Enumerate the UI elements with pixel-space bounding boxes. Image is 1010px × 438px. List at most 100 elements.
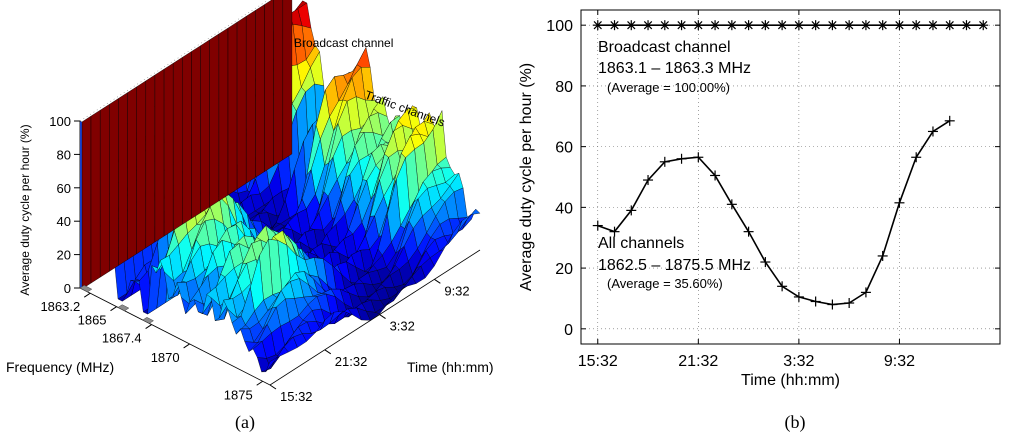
data-point <box>793 20 804 31</box>
y-axis-label: Average duty cycle per hour (%) <box>518 63 535 291</box>
y-tick-label: 20 <box>555 261 573 278</box>
data-point <box>693 152 704 163</box>
x-tick-label: 15:32 <box>578 353 618 370</box>
freq-tick-label: 1875 <box>224 387 253 402</box>
time-tick <box>434 278 441 284</box>
time-tick-label: 15:32 <box>280 389 313 404</box>
x-tick-label: 21:32 <box>678 353 718 370</box>
broadcast-wall-panel <box>218 27 229 202</box>
data-point <box>844 298 855 309</box>
data-point <box>810 20 821 31</box>
z-tick-label: 100 <box>49 114 71 129</box>
data-point <box>827 299 838 310</box>
freq-axis-label: Frequency (MHz) <box>6 359 114 375</box>
y-tick-label: 0 <box>564 322 573 339</box>
data-point <box>860 287 871 298</box>
data-point <box>844 20 855 31</box>
broadcast-wall-panel <box>172 57 183 231</box>
data-point <box>911 20 922 31</box>
broadcast-wall-panel <box>282 0 293 161</box>
data-point <box>760 257 771 268</box>
data-point <box>978 20 989 31</box>
data-point <box>609 226 620 237</box>
broadcast-wall-panel <box>209 33 220 208</box>
time-tick-label: 9:32 <box>444 283 469 298</box>
freq-tick <box>83 292 91 298</box>
broadcast-wall-panel <box>273 0 283 167</box>
annotation-broadcast: Broadcast channel <box>294 36 393 50</box>
series-line <box>597 120 951 306</box>
time-tick <box>269 384 277 390</box>
data-point <box>777 281 788 292</box>
data-point <box>860 20 871 31</box>
annotation-text: 1863.1 – 1863.3 MHz <box>598 60 751 77</box>
y-tick-label: 40 <box>555 200 573 217</box>
annotation-text: 1862.5 – 1875.5 MHz <box>598 257 751 274</box>
data-point <box>676 153 687 164</box>
data-point <box>643 20 654 31</box>
broadcast-wall-panel <box>182 51 192 225</box>
annotation-text: Broadcast channel <box>598 39 731 56</box>
caption-a: (a) <box>235 412 255 433</box>
data-point <box>693 20 704 31</box>
x-axis-label: Time (hh:mm) <box>741 372 840 389</box>
data-point <box>592 220 603 231</box>
data-point <box>877 250 888 261</box>
freq-axis-line <box>79 287 271 386</box>
data-point <box>961 20 972 31</box>
broadcast-wall-panel <box>90 109 101 284</box>
data-point <box>911 152 922 163</box>
broadcast-wall-panel <box>236 15 247 190</box>
z-tick-label: 80 <box>57 147 71 162</box>
data-point <box>760 20 771 31</box>
data-point <box>793 291 804 302</box>
broadcast-wall-panel <box>145 74 156 249</box>
time-tick-label: 3:32 <box>390 319 415 334</box>
freq-tick-label: 1867.4 <box>102 331 142 346</box>
data-point <box>710 20 721 31</box>
plot-frame-b <box>580 9 1001 345</box>
broadcast-wall-panel <box>136 80 147 255</box>
line-chart-b: 0 20 40 60 80 100 15:32 21:32 3:32 9:32 Time (hh:m… <box>518 9 1001 433</box>
data-point <box>927 20 938 31</box>
broadcast-wall-panel <box>264 0 274 172</box>
data-point <box>927 126 938 137</box>
x-tick-label: 9:32 <box>884 353 915 370</box>
data-point <box>777 20 788 31</box>
broadcast-wall-panel <box>191 45 201 219</box>
broadcast-wall-panel <box>245 10 256 184</box>
broadcast-wall-edge <box>79 120 83 290</box>
z-axis-label: Average duty cycle per hour (%) <box>18 124 32 295</box>
freq-tick <box>256 380 263 386</box>
y-tick-label: 60 <box>555 140 573 157</box>
annotation-text: (Average = 35.60%) <box>607 276 723 291</box>
data-point <box>643 175 654 186</box>
z-gridline <box>79 0 269 122</box>
broadcast-wall-panel <box>127 86 137 260</box>
broadcast-channel-wall <box>81 0 293 290</box>
data-point <box>626 205 637 216</box>
time-tick-label: 21:32 <box>335 354 368 369</box>
surface-patch <box>265 356 280 372</box>
data-point <box>626 20 637 31</box>
time-tick <box>324 349 332 355</box>
gap-band <box>117 304 130 312</box>
annotation-text: (Average = 100.00%) <box>607 80 730 95</box>
data-point <box>676 20 687 31</box>
z-tick-label: 0 <box>64 281 71 296</box>
broadcast-wall-panel <box>81 115 92 290</box>
time-axis-label: Time (hh:mm) <box>407 359 494 375</box>
data-point <box>659 20 670 31</box>
broadcast-wall-panel <box>99 104 110 278</box>
gap-band <box>79 285 93 293</box>
broadcast-wall-panel <box>200 39 210 214</box>
data-point <box>944 115 955 126</box>
broadcast-wall-panel <box>255 4 265 178</box>
z-tick-label: 60 <box>57 181 71 196</box>
y-tick-label: 100 <box>546 18 573 35</box>
broadcast-wall-panel <box>163 62 174 237</box>
time-axis-line <box>269 249 481 386</box>
freq-tick-label: 1863.2 <box>40 299 80 314</box>
data-point <box>894 20 905 31</box>
